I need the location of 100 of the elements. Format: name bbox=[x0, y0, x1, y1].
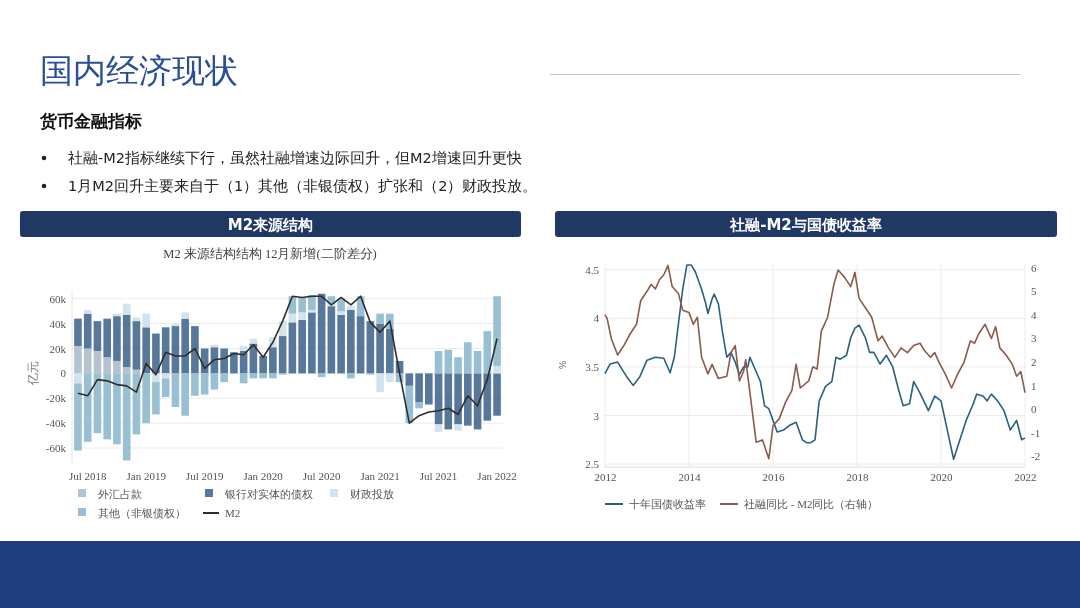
bar bbox=[74, 318, 82, 347]
y-tick-label: 4.5 bbox=[585, 263, 600, 276]
bar bbox=[83, 348, 92, 374]
x-tick-label: 2020 bbox=[930, 470, 953, 483]
bar bbox=[454, 424, 462, 431]
x-tick-label: Jul 2019 bbox=[185, 469, 224, 482]
bar bbox=[376, 323, 384, 374]
bar bbox=[434, 350, 443, 374]
bar bbox=[161, 373, 170, 379]
bar bbox=[425, 373, 433, 405]
bar bbox=[298, 297, 306, 313]
bar bbox=[161, 378, 170, 398]
bar bbox=[376, 373, 384, 393]
bar bbox=[142, 327, 150, 374]
bar bbox=[259, 373, 267, 379]
bar bbox=[230, 352, 238, 374]
bar bbox=[93, 350, 102, 374]
bar bbox=[191, 326, 199, 374]
y-tick-label: -20k bbox=[45, 392, 67, 405]
x-tick-label: 2016 bbox=[762, 470, 785, 483]
legend-label: 财政投放 bbox=[350, 488, 394, 500]
bar bbox=[103, 373, 111, 440]
bar bbox=[142, 313, 150, 328]
bar bbox=[327, 306, 336, 374]
bar bbox=[347, 309, 355, 374]
bar bbox=[171, 373, 180, 407]
bar bbox=[239, 346, 248, 351]
bar bbox=[152, 382, 160, 415]
y-tick-label: 60k bbox=[49, 292, 67, 305]
bar bbox=[132, 317, 141, 322]
y2-tick-label: 4 bbox=[1031, 308, 1037, 321]
y-tick-label: 3 bbox=[593, 409, 600, 422]
legend-label: 外汇占款 bbox=[98, 488, 142, 500]
bar bbox=[152, 373, 160, 383]
legend-label: 十年国债收益率 bbox=[629, 498, 706, 510]
y-tick-label: 4 bbox=[593, 312, 600, 325]
bar bbox=[142, 373, 150, 424]
y-axis-title: 亿元 bbox=[26, 361, 40, 387]
y2-tick-label: -2 bbox=[1031, 450, 1041, 463]
bar bbox=[200, 373, 209, 395]
bar bbox=[249, 338, 258, 344]
text: 货币金融指标 bbox=[39, 111, 142, 131]
bar bbox=[386, 373, 394, 383]
bar bbox=[356, 316, 365, 374]
x-tick-label: Jul 2018 bbox=[68, 469, 107, 482]
bar bbox=[113, 360, 121, 374]
bar bbox=[347, 306, 355, 310]
bar bbox=[493, 373, 501, 416]
bar bbox=[113, 373, 121, 445]
bar bbox=[74, 383, 82, 451]
chart-title: 社融-M2与国债收益率 bbox=[729, 216, 882, 234]
y-axis-title: % bbox=[558, 360, 568, 370]
y2-tick-label: 1 bbox=[1031, 379, 1037, 392]
y-tick-label: 0 bbox=[60, 367, 67, 380]
x-tick-label: Jan 2020 bbox=[243, 469, 284, 482]
bar bbox=[415, 402, 423, 409]
x-tick-label: 2018 bbox=[846, 470, 869, 483]
bar bbox=[337, 314, 345, 374]
bar bbox=[122, 303, 131, 315]
bar bbox=[122, 314, 131, 368]
bar bbox=[405, 373, 414, 386]
legend-label: M2 bbox=[225, 507, 241, 519]
x-tick-label: 2014 bbox=[678, 470, 701, 483]
bar bbox=[210, 373, 219, 390]
legend-label: 社融同比 - M2同比（右轴） bbox=[744, 498, 879, 510]
bar bbox=[259, 355, 267, 374]
bar bbox=[386, 328, 394, 374]
y-tick-label: -60k bbox=[45, 442, 67, 455]
legend-label: 其他（非银债权） bbox=[98, 507, 186, 519]
bar bbox=[74, 373, 82, 384]
bar bbox=[74, 346, 82, 374]
bar bbox=[269, 373, 277, 379]
bar bbox=[415, 373, 423, 403]
bar bbox=[434, 424, 443, 432]
bar bbox=[298, 312, 306, 320]
line-series bbox=[604, 264, 1026, 461]
bar bbox=[454, 373, 462, 425]
bar bbox=[113, 316, 121, 361]
x-tick-label: 2022 bbox=[1014, 470, 1037, 483]
y2-tick-label: -1 bbox=[1031, 426, 1041, 439]
bar bbox=[191, 373, 199, 396]
x-tick-label: Jul 2020 bbox=[302, 469, 341, 482]
bar bbox=[122, 373, 131, 461]
bar bbox=[83, 373, 92, 442]
y2-tick-label: 6 bbox=[1031, 261, 1037, 274]
y2-tick-label: 3 bbox=[1031, 332, 1037, 345]
bar bbox=[220, 348, 228, 374]
bar bbox=[493, 296, 501, 366]
bar bbox=[337, 311, 345, 315]
text: 1月M2回升主要来自于（1）其他（非银债权）扩张和（2）财政投放。 bbox=[68, 178, 538, 194]
bar bbox=[464, 342, 472, 374]
bar bbox=[308, 312, 316, 374]
y2-tick-label: 0 bbox=[1031, 403, 1037, 416]
bar bbox=[181, 312, 189, 319]
bar bbox=[220, 373, 228, 383]
chart-subtitle: M2 来源结构结构 12月新增(二阶差分) bbox=[163, 247, 377, 261]
bar bbox=[93, 321, 102, 351]
bar bbox=[249, 373, 258, 379]
bar bbox=[103, 357, 111, 374]
x-tick-label: 2012 bbox=[594, 470, 617, 483]
